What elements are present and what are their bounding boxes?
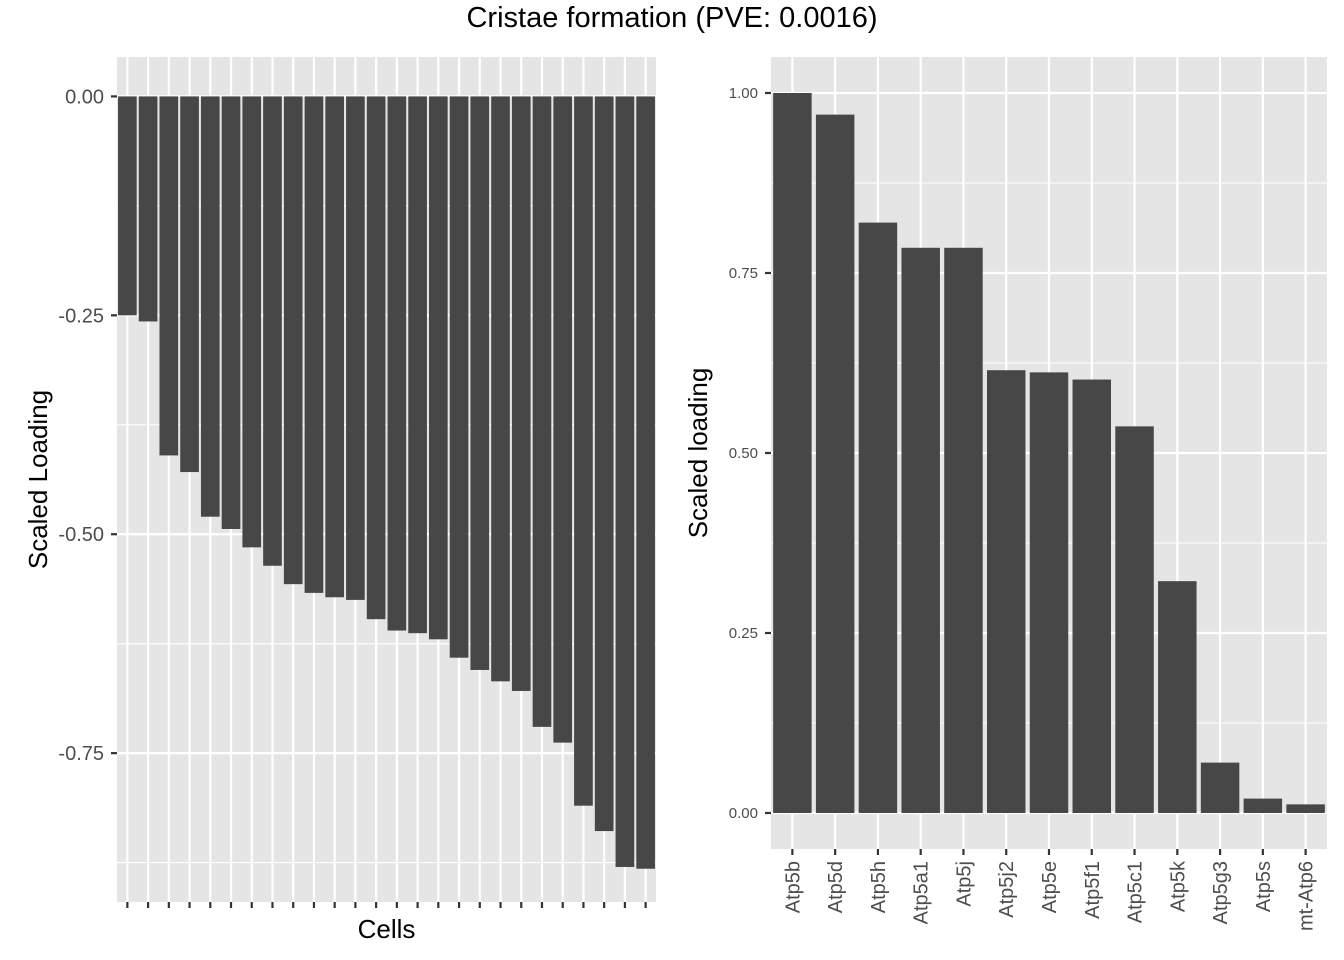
- x-tick-label: Atp5k: [1167, 860, 1189, 912]
- cell-bar: [532, 96, 552, 727]
- x-tick-label: Atp5e: [1039, 861, 1061, 913]
- x-tick-label: Atp5h: [868, 861, 890, 913]
- x-tick-label: Atp5j2: [996, 861, 1018, 918]
- gene-bar: [1286, 804, 1325, 813]
- gene-bar: [1029, 372, 1069, 813]
- cell-bar: [180, 96, 199, 473]
- y-tick-label: -0.50: [58, 524, 104, 546]
- x-tick-label: Atp5s: [1253, 861, 1275, 912]
- x-tick-label: Atp5c1: [1125, 861, 1147, 923]
- y-tick-label: 0.00: [729, 805, 758, 822]
- x-tick-label: Atp5j: [953, 861, 975, 907]
- cell-bar: [366, 96, 386, 620]
- cell-bar: [263, 96, 282, 566]
- cell-bar: [283, 96, 303, 585]
- cell-bar: [470, 96, 490, 670]
- y-axis-title: Scaled loading: [683, 368, 713, 539]
- cell-bar: [615, 96, 635, 867]
- y-axis-title: Scaled Loading: [23, 390, 53, 569]
- y-tick-label: 1.00: [729, 85, 758, 102]
- cell-bar: [574, 96, 593, 806]
- gene-bar: [1072, 379, 1112, 813]
- x-tick-label: Atp5f1: [1082, 861, 1104, 919]
- x-tick-label: Atp5b: [782, 861, 804, 913]
- y-tick-label: 0.50: [729, 445, 758, 462]
- cell-bar: [346, 96, 365, 600]
- x-axis-title: Cells: [358, 914, 416, 944]
- x-tick-label: mt-Atp6: [1296, 861, 1318, 931]
- gene-bar: [1115, 426, 1154, 813]
- cell-bar: [553, 96, 573, 743]
- gene-bar: [901, 247, 940, 814]
- gene-bar: [944, 247, 983, 814]
- cell-bar: [138, 96, 158, 322]
- cell-bar: [221, 96, 241, 529]
- x-tick-label: Atp5d: [825, 861, 847, 913]
- y-tick-label: 0.00: [65, 86, 104, 108]
- cell-bar: [242, 96, 262, 548]
- gene-bar: [1158, 581, 1197, 813]
- cell-bar: [387, 96, 407, 631]
- y-tick-label: 0.25: [729, 625, 758, 642]
- y-tick-label: -0.75: [58, 743, 104, 765]
- cell-bar: [449, 96, 469, 658]
- figure-title: Cristae formation (PVE: 0.0016): [466, 2, 878, 34]
- cell-bar: [118, 96, 137, 316]
- left-chart-panel: 0.00 -0.25 -0.50 -0.75 Cells Scaled Loading: [23, 57, 656, 944]
- cell-bar: [408, 96, 427, 634]
- gene-bar: [773, 93, 812, 813]
- y-tick-label: -0.25: [58, 305, 104, 327]
- x-tick-label: Atp5g3: [1210, 861, 1232, 924]
- right-chart-panel: Atp5b Atp5d Atp5h Atp5a1 Atp5j Atp5j2 Atp5e Atp…: [683, 57, 1327, 931]
- gene-bar: [1200, 762, 1240, 813]
- cell-bar: [636, 96, 655, 869]
- cell-bar: [511, 96, 531, 691]
- gene-bar: [986, 370, 1026, 813]
- cell-bar: [325, 96, 345, 598]
- cell-bar: [491, 96, 510, 682]
- cell-bar: [159, 96, 179, 456]
- y-tick-label: 0.75: [729, 265, 758, 282]
- gene-bar: [858, 222, 898, 814]
- cell-bar: [594, 96, 614, 832]
- x-tick-label: Atp5a1: [911, 861, 933, 924]
- gene-bar: [815, 114, 855, 814]
- cell-bar: [428, 96, 448, 640]
- gene-bar: [1243, 798, 1283, 813]
- cell-bar: [304, 96, 324, 593]
- cell-bar: [200, 96, 220, 517]
